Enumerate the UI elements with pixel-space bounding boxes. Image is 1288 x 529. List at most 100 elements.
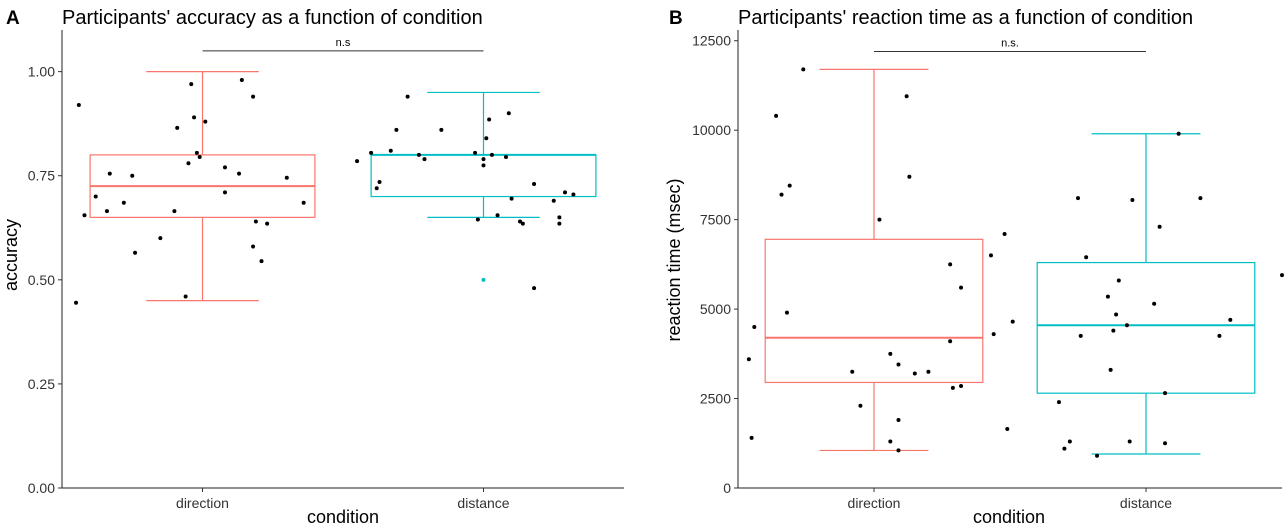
panel-a-point-direction (104, 209, 109, 214)
panel-a-point-distance (509, 196, 514, 201)
panel-b-point-distance (1124, 323, 1129, 328)
panel-a-point-distance (388, 148, 393, 153)
panel-b-point-direction (746, 357, 751, 362)
panel-a-point-direction (74, 300, 79, 305)
panel-a-box-distance-outlier (481, 277, 486, 282)
panel-a-point-distance (551, 198, 556, 203)
panel-b-point-direction (779, 192, 784, 197)
panel-b-point-direction (948, 339, 953, 344)
panel-a-point-direction (203, 119, 208, 124)
panel-b-point-direction (907, 174, 912, 179)
panel-b-xtick-label: direction (848, 495, 901, 511)
panel-b-box-direction-iqr (764, 238, 984, 384)
panel-b-point-direction (801, 67, 806, 72)
panel-b-point-direction (904, 94, 909, 99)
panel-a-point-direction (251, 244, 256, 249)
panel-a-point-direction (197, 154, 202, 159)
panel-b-point-distance (1084, 255, 1089, 260)
panel-b-point-direction (888, 439, 893, 444)
panel-a-point-distance (557, 215, 562, 220)
panel-a-ylabel: accuracy (1, 219, 21, 291)
panel-a-point-direction (186, 161, 191, 166)
panel-a-ytick-label: 0.25 (28, 376, 55, 392)
panel-a-point-distance (439, 127, 444, 132)
panel-a-point-direction (259, 259, 264, 264)
panel-a-point-distance (520, 221, 525, 226)
panel-b-ytick-label: 12500 (692, 33, 731, 49)
panel-a-point-distance (416, 152, 421, 157)
panel-b-ylabel: reaction time (msec) (664, 178, 684, 341)
panel-b-point-direction (896, 418, 901, 423)
panel-b-point-direction (888, 351, 893, 356)
panel-b-xlabel: condition (973, 507, 1045, 527)
panel-b-point-direction (858, 403, 863, 408)
panel-a-point-distance (481, 163, 486, 168)
panel-a-point-direction (239, 77, 244, 82)
panel-b-ytick-label: 0 (723, 480, 731, 496)
panel-a-point-distance (518, 219, 523, 224)
panel-b-point-direction (1010, 319, 1015, 324)
panel-b-point-direction (988, 253, 993, 258)
panel-b-point-distance (1108, 367, 1113, 372)
panel-b-point-direction (896, 448, 901, 453)
panel-b-point-direction (877, 217, 882, 222)
panel-a-point-distance (484, 136, 489, 141)
panel-a-point-direction (76, 102, 81, 107)
panel-b-point-distance (1056, 400, 1061, 405)
panel-a-point-direction (189, 82, 194, 87)
panel-a-point-distance (489, 152, 494, 157)
panel-a-point-direction (265, 221, 270, 226)
panel-a-xtick-label: distance (457, 495, 509, 511)
panel-a-point-distance (557, 221, 562, 226)
panel-b-point-distance (1127, 439, 1132, 444)
panel-a-point-direction (284, 175, 289, 180)
panel-b-point-distance (1176, 131, 1181, 136)
panel-b-point-distance (1228, 317, 1233, 322)
panel-b-ytick-label: 10000 (692, 122, 731, 138)
panel-a-point-direction (222, 190, 227, 195)
panel-b-point-distance (1105, 294, 1110, 299)
panel-b-point-distance (1111, 328, 1116, 333)
panel-a-significance-label: n.s (336, 37, 351, 49)
panel-a-xtick-label: direction (176, 495, 229, 511)
panel-b-significance-label: n.s. (1001, 37, 1019, 49)
panel-a-point-direction (93, 194, 98, 199)
panel-a-point-distance (487, 117, 492, 122)
panel-b-ytick-label: 2500 (700, 391, 731, 407)
panel-a-point-direction (237, 171, 242, 176)
panel-a-point-direction (121, 200, 126, 205)
panel-b-point-direction (850, 369, 855, 374)
panel-a-title: Participants' accuracy as a function of … (62, 7, 483, 29)
panel-b-point-direction (926, 369, 931, 374)
panel-a-xlabel: condition (307, 507, 379, 527)
panel-a-point-direction (183, 294, 188, 299)
panel-b-point-distance (1116, 278, 1121, 283)
panel-a-point-direction (107, 171, 112, 176)
panel-b-point-direction (774, 113, 779, 118)
panel-b-point-distance (1163, 441, 1168, 446)
panel-a-point-direction (301, 200, 306, 205)
panel-b-point-distance (1157, 224, 1162, 229)
panel-b-point-direction (959, 285, 964, 290)
panel-a-point-direction (194, 150, 199, 155)
panel-b-point-distance (1217, 333, 1222, 338)
panel-a-point-distance (532, 182, 537, 187)
panel-b-xtick-label: distance (1120, 495, 1172, 511)
panel-a-box-distance-iqr (370, 154, 597, 198)
panel-b-point-direction (950, 385, 955, 390)
panel-b-point-distance (1152, 301, 1157, 306)
panel-a-ytick-label: 0.75 (28, 168, 55, 184)
panel-a-point-distance (422, 157, 427, 162)
panel-b-point-direction (749, 435, 754, 440)
panel-a-point-distance (506, 111, 511, 116)
panel-b-point-direction (1005, 426, 1010, 431)
panel-a-point-direction (82, 213, 87, 218)
panel-b-box-distance-iqr (1036, 261, 1256, 394)
panel-b-point-direction (896, 362, 901, 367)
panel-a-point-distance (475, 217, 480, 222)
panel-a-point-distance (481, 157, 486, 162)
panel-a-point-direction (251, 94, 256, 99)
panel-a-ytick-label: 0.00 (28, 480, 55, 496)
panel-a-point-distance (394, 127, 399, 132)
panel-b-point-direction (991, 332, 996, 337)
